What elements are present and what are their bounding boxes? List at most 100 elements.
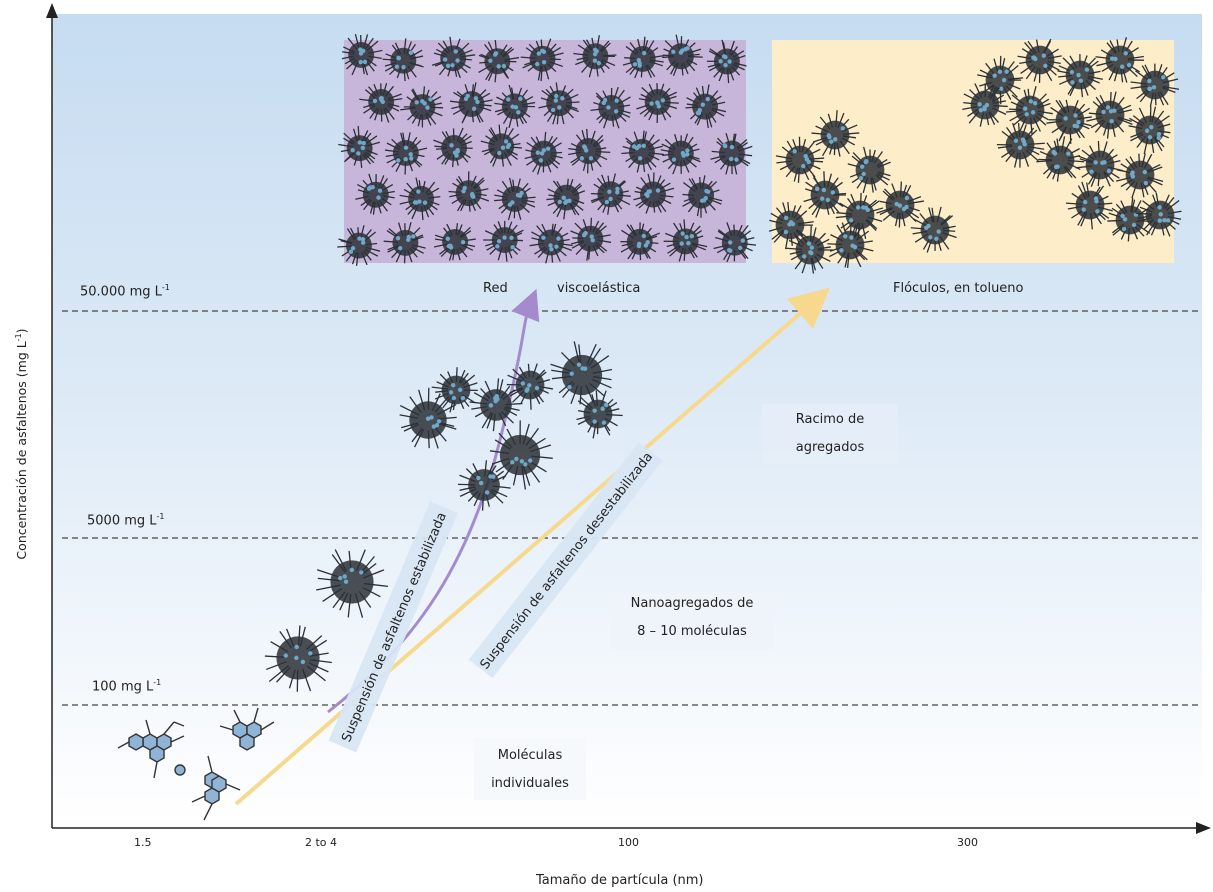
network-aggregate [620,222,660,261]
network-aggregate [590,173,631,215]
floc-aggregate [876,181,925,228]
network-aggregate [384,132,428,175]
network-aggregate [480,124,522,167]
aggregate-cluster [264,625,332,692]
floc-aggregate [811,110,860,157]
stabilized-label-box [328,501,458,753]
x-tick-3: 100 [618,836,639,849]
network-aggregate [663,219,708,262]
network-aggregate [520,38,564,82]
network-aggregate [478,39,520,83]
network-aggregate [433,127,473,168]
floc-aggregate [1065,181,1113,230]
level-label-5000: 5000 mg L-1 [87,512,165,529]
network-aggregate [573,35,617,78]
molecule-icons [117,707,275,821]
network-aggregate [494,84,536,128]
destabilized-arrow [234,287,831,806]
floc-aggregate [1005,85,1053,135]
network-aggregate [713,222,757,263]
viscoelastic-label: viscoelástica [557,281,641,296]
nano-label-1: Nanoagregados de [630,596,754,611]
floc-aggregate [1017,38,1062,83]
network-aggregate [524,131,563,175]
network-aggregate [538,82,580,125]
aggregate-cluster [550,341,613,405]
molecules-label-1: Moléculas [497,748,563,763]
level-label-50000: 50.000 mg L-1 [80,283,170,300]
floc-aggregate [1128,106,1171,155]
floc-aggregate [1075,141,1124,187]
network-aggregate [710,132,753,175]
aggregate-cluster [457,460,511,511]
network-aggregate [529,223,573,264]
floccules-image [768,37,1182,274]
network-aggregate [660,133,701,175]
network-aggregate [685,84,727,129]
floc-aggregate [910,206,957,253]
aggregate-cluster [506,363,554,410]
floc-aggregate [1057,54,1103,98]
mol-label-box [474,738,586,800]
network-aggregate [546,178,586,220]
network-aggregate [337,225,381,266]
x-tick-1: 1.5 [134,836,152,849]
network-aggregate [399,177,441,221]
network-aggregate [682,175,723,218]
network-aggregate [570,217,612,261]
network-aggregate [383,222,426,264]
network-aggregate [633,172,675,214]
viscoelastic-network-image [337,33,757,266]
nano-label-box [610,588,774,650]
network-aggregate [434,223,476,261]
floc-aggregate [847,146,891,194]
floc-aggregate [1095,37,1145,83]
network-aggregate [448,171,490,212]
floc-aggregate [827,222,874,268]
racimo-label-1: Racimo de [795,412,865,427]
network-aggregate [590,87,631,129]
network-aggregate [483,220,524,262]
racimo-label-box [762,404,898,464]
network-aggregate [622,36,665,79]
network-aggregate [662,34,703,77]
red-label: Red [483,281,508,296]
network-aggregate [706,39,747,84]
level-label-100: 100 mg L-1 [92,678,162,695]
x-tick-4: 300 [957,836,978,849]
x-tick-2: 2 to 4 [305,836,338,849]
network-aggregate [359,83,403,123]
network-aggregate [341,33,383,76]
network-aggregate [400,86,444,128]
x-axis-label: Tamaño de partícula (nm) [536,873,704,888]
floc-aggregate [786,225,833,274]
network-aggregate [621,130,665,173]
network-aggregate [382,38,424,82]
y-axis-label: Concentración de asfaltenos (mg L-1) [14,328,29,559]
aggregate-cluster [431,367,478,413]
nano-label-2: 8 – 10 moléculas [637,624,747,639]
floc-aggregate [1135,192,1182,237]
aggregate-cluster [576,390,623,439]
network-aggregate [636,83,679,123]
network-aggregate [338,126,381,168]
aggregate-clusters [264,341,623,692]
floc-aggregate [1046,99,1092,144]
destabilized-label-box [468,442,663,679]
floc-aggregate [996,122,1045,168]
floc-aggregate [1115,153,1164,199]
floc-aggregate [775,136,825,183]
floc-aggregate [962,83,1008,127]
network-aggregate [431,36,476,79]
network-aggregate [355,173,395,215]
network-aggregate [568,128,611,174]
network-aggregate [449,82,493,124]
aggregate-cluster [399,387,457,449]
molecules-label-2: individuales [491,776,569,791]
network-aggregate [493,177,536,221]
floc-aggregate [1130,63,1180,107]
floc-aggregate [1086,91,1133,139]
floccules-label: Flóculos, en tolueno [893,281,1024,296]
floc-aggregate [1036,136,1085,182]
